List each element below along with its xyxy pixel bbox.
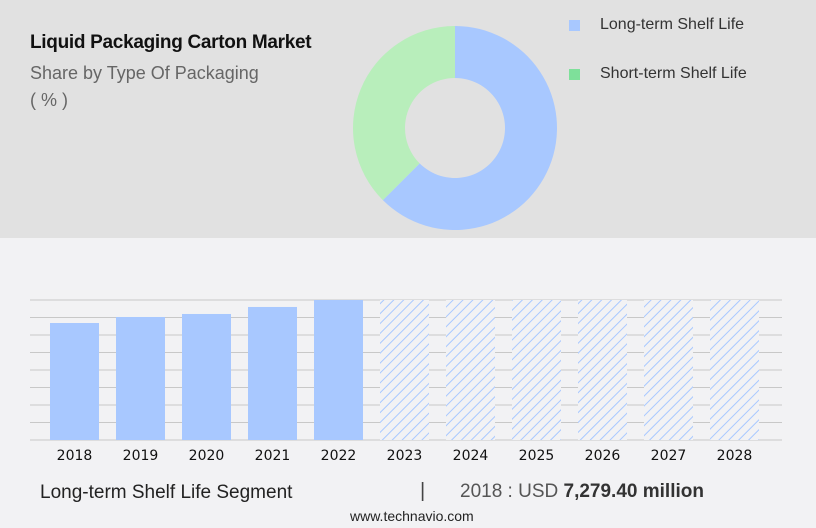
x-tick-label: 2019 (123, 448, 159, 464)
x-tick-label: 2025 (519, 448, 555, 464)
x-tick-label: 2022 (321, 448, 357, 464)
donut-slice-0 (382, 26, 557, 230)
separator: | (420, 480, 426, 502)
x-tick-label: 2020 (189, 448, 225, 464)
x-tick-label: 2027 (651, 448, 687, 464)
bar-2025 (512, 300, 561, 440)
chart-subtitle: Share by Type Of Packaging (30, 63, 259, 83)
legend-swatch (569, 68, 580, 80)
legend-label: Long-term Shelf Life (600, 16, 745, 33)
legend-label: Short-term Shelf Life (600, 65, 747, 82)
chart-unit: ( % ) (30, 90, 68, 110)
segment-value: 2018 : USD 7,279.40 million (460, 481, 704, 503)
bar-2028 (710, 300, 759, 440)
bar-2024 (446, 300, 495, 440)
x-tick-label: 2021 (255, 448, 291, 464)
x-tick-label: 2023 (387, 448, 423, 464)
segment-label: Long-term Shelf Life Segment (40, 482, 293, 503)
bar-2019 (116, 316, 165, 440)
legend-long-term: Long-term Shelf Life (569, 16, 744, 34)
bar-2023 (380, 300, 429, 440)
x-tick-label: 2026 (585, 448, 621, 464)
bar-2021 (248, 306, 297, 440)
x-tick-label: 2018 (57, 448, 93, 464)
bar-2020 (182, 313, 231, 440)
value-prefix: 2018 : USD (460, 481, 559, 502)
source-url: www.technavio.com (350, 508, 474, 524)
x-tick-label: 2024 (453, 448, 489, 464)
donut-chart (353, 26, 557, 230)
donut-slice-1 (353, 26, 455, 201)
bar-2026 (578, 300, 627, 440)
value-amount: 7,279.40 million (563, 481, 704, 502)
bar-2027 (644, 300, 693, 440)
bar-chart: 2018 2019 2020 2021 2022 2023 2024 2025 2026 2027… (30, 299, 782, 464)
x-tick-label: 2028 (717, 448, 753, 464)
bar-2022 (314, 300, 363, 440)
bar-2018 (50, 322, 99, 440)
legend-short-term: Short-term Shelf Life (569, 65, 747, 83)
chart-title: Liquid Packaging Carton Market (30, 32, 312, 53)
legend-swatch (569, 19, 580, 31)
